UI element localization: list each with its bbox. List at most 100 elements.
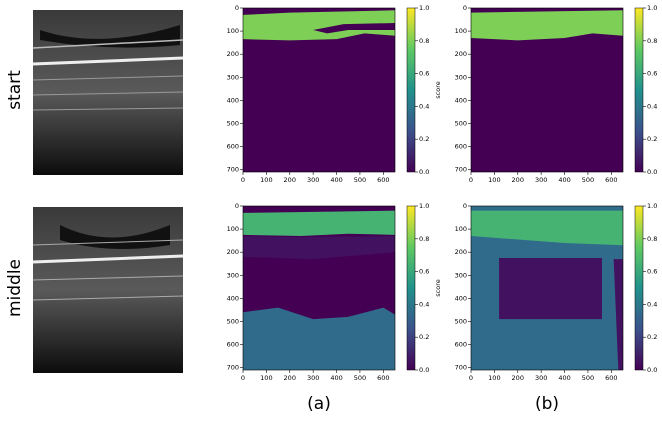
colorbar-tick-label: 0.4 xyxy=(647,300,657,308)
x-tick-label: 0 xyxy=(469,374,473,382)
colorbar-tick-label: 0.8 xyxy=(419,235,429,243)
colorbar-tick-label: 0.2 xyxy=(419,333,429,341)
y-tick-label: 700 xyxy=(455,364,467,372)
y-tick-label: 200 xyxy=(455,50,467,58)
plot-frame xyxy=(470,205,624,371)
heatmap-region xyxy=(243,210,395,237)
x-tick-label: 500 xyxy=(582,374,594,382)
colorbar-tick-label: 0.2 xyxy=(419,135,429,143)
y-tick-label: 400 xyxy=(455,294,467,302)
colorbar-tick-label: 1.0 xyxy=(647,4,657,12)
colorbar xyxy=(634,7,644,173)
x-tick-label: 100 xyxy=(488,374,500,382)
x-tick-label: 200 xyxy=(284,176,296,184)
colorbar-tick-label: 0.0 xyxy=(647,168,657,176)
x-tick-label: 600 xyxy=(377,176,389,184)
colorbar xyxy=(406,205,416,371)
x-tick-label: 200 xyxy=(512,176,524,184)
y-tick-label: 200 xyxy=(227,248,239,256)
colorbar-label: score xyxy=(434,279,442,296)
heatmap-region xyxy=(243,236,395,260)
colorbar-tick-label: 0.8 xyxy=(647,37,657,45)
x-tick-label: 100 xyxy=(260,176,272,184)
heatmap-region xyxy=(471,10,623,41)
y-tick-label: 0 xyxy=(235,4,239,12)
y-tick-label: 300 xyxy=(455,271,467,279)
ultrasound-start xyxy=(32,10,184,175)
x-tick-label: 400 xyxy=(558,374,570,382)
x-tick-label: 300 xyxy=(307,374,319,382)
y-tick-label: 500 xyxy=(455,317,467,325)
heatmap-region xyxy=(613,259,623,370)
colorbar-label: score xyxy=(434,81,442,98)
colorbar-tick-label: 1.0 xyxy=(647,202,657,210)
x-tick-label: 300 xyxy=(535,176,547,184)
y-tick-label: 400 xyxy=(227,294,239,302)
y-tick-label: 600 xyxy=(455,341,467,349)
plot-frame xyxy=(470,7,624,173)
y-tick-label: 100 xyxy=(227,27,239,35)
colorbar-tick-label: 0.4 xyxy=(419,102,429,110)
x-tick-label: 600 xyxy=(605,176,617,184)
y-tick-label: 300 xyxy=(455,73,467,81)
x-tick-label: 300 xyxy=(535,374,547,382)
y-tick-label: 300 xyxy=(227,73,239,81)
y-tick-label: 100 xyxy=(455,27,467,35)
y-tick-label: 100 xyxy=(455,225,467,233)
colorbar-tick-label: 0.2 xyxy=(647,333,657,341)
x-tick-label: 600 xyxy=(605,374,617,382)
colorbar-tick-label: 0.0 xyxy=(419,366,429,374)
x-tick-label: 400 xyxy=(330,176,342,184)
colorbar-tick-label: 0.6 xyxy=(419,268,429,276)
x-tick-label: 400 xyxy=(330,374,342,382)
row-label: middle xyxy=(5,259,25,317)
heatmap-region xyxy=(499,257,602,320)
x-tick-label: 500 xyxy=(354,374,366,382)
colorbar-tick-label: 0.8 xyxy=(419,37,429,45)
y-tick-label: 200 xyxy=(455,248,467,256)
x-tick-label: 0 xyxy=(241,374,245,382)
x-tick-label: 100 xyxy=(260,374,272,382)
y-tick-label: 700 xyxy=(227,364,239,372)
y-tick-label: 600 xyxy=(455,143,467,151)
y-tick-label: 500 xyxy=(455,119,467,127)
x-tick-label: 0 xyxy=(241,176,245,184)
x-tick-label: 100 xyxy=(488,176,500,184)
y-tick-label: 0 xyxy=(463,202,467,210)
plot-frame xyxy=(242,205,396,371)
colorbar-tick-label: 0.0 xyxy=(647,366,657,374)
y-tick-label: 600 xyxy=(227,341,239,349)
colorbar xyxy=(406,7,416,173)
x-tick-label: 200 xyxy=(512,374,524,382)
ultrasound-middle xyxy=(32,207,184,373)
row-label: start xyxy=(5,70,25,110)
y-tick-label: 200 xyxy=(227,50,239,58)
x-tick-label: 200 xyxy=(284,374,296,382)
heatmap-region xyxy=(471,210,623,246)
colorbar-tick-label: 1.0 xyxy=(419,4,429,12)
y-tick-label: 0 xyxy=(235,202,239,210)
colorbar-tick-label: 0.4 xyxy=(647,102,657,110)
y-tick-label: 500 xyxy=(227,119,239,127)
x-tick-label: 600 xyxy=(377,374,389,382)
y-tick-label: 0 xyxy=(463,4,467,12)
y-tick-label: 700 xyxy=(455,166,467,174)
column-label: (b) xyxy=(535,394,559,414)
heatmap-region xyxy=(243,307,395,370)
x-tick-label: 500 xyxy=(354,176,366,184)
y-tick-label: 700 xyxy=(227,166,239,174)
column-label: (a) xyxy=(307,394,331,414)
heatmap-region xyxy=(313,23,395,34)
colorbar-tick-label: 0.6 xyxy=(419,70,429,78)
y-tick-label: 300 xyxy=(227,271,239,279)
y-tick-label: 500 xyxy=(227,317,239,325)
x-tick-label: 500 xyxy=(582,176,594,184)
y-tick-label: 400 xyxy=(227,96,239,104)
colorbar-tick-label: 0.4 xyxy=(419,300,429,308)
colorbar-tick-label: 1.0 xyxy=(419,202,429,210)
x-tick-label: 300 xyxy=(307,176,319,184)
colorbar-tick-label: 0.2 xyxy=(647,135,657,143)
x-tick-label: 400 xyxy=(558,176,570,184)
y-tick-label: 400 xyxy=(455,96,467,104)
